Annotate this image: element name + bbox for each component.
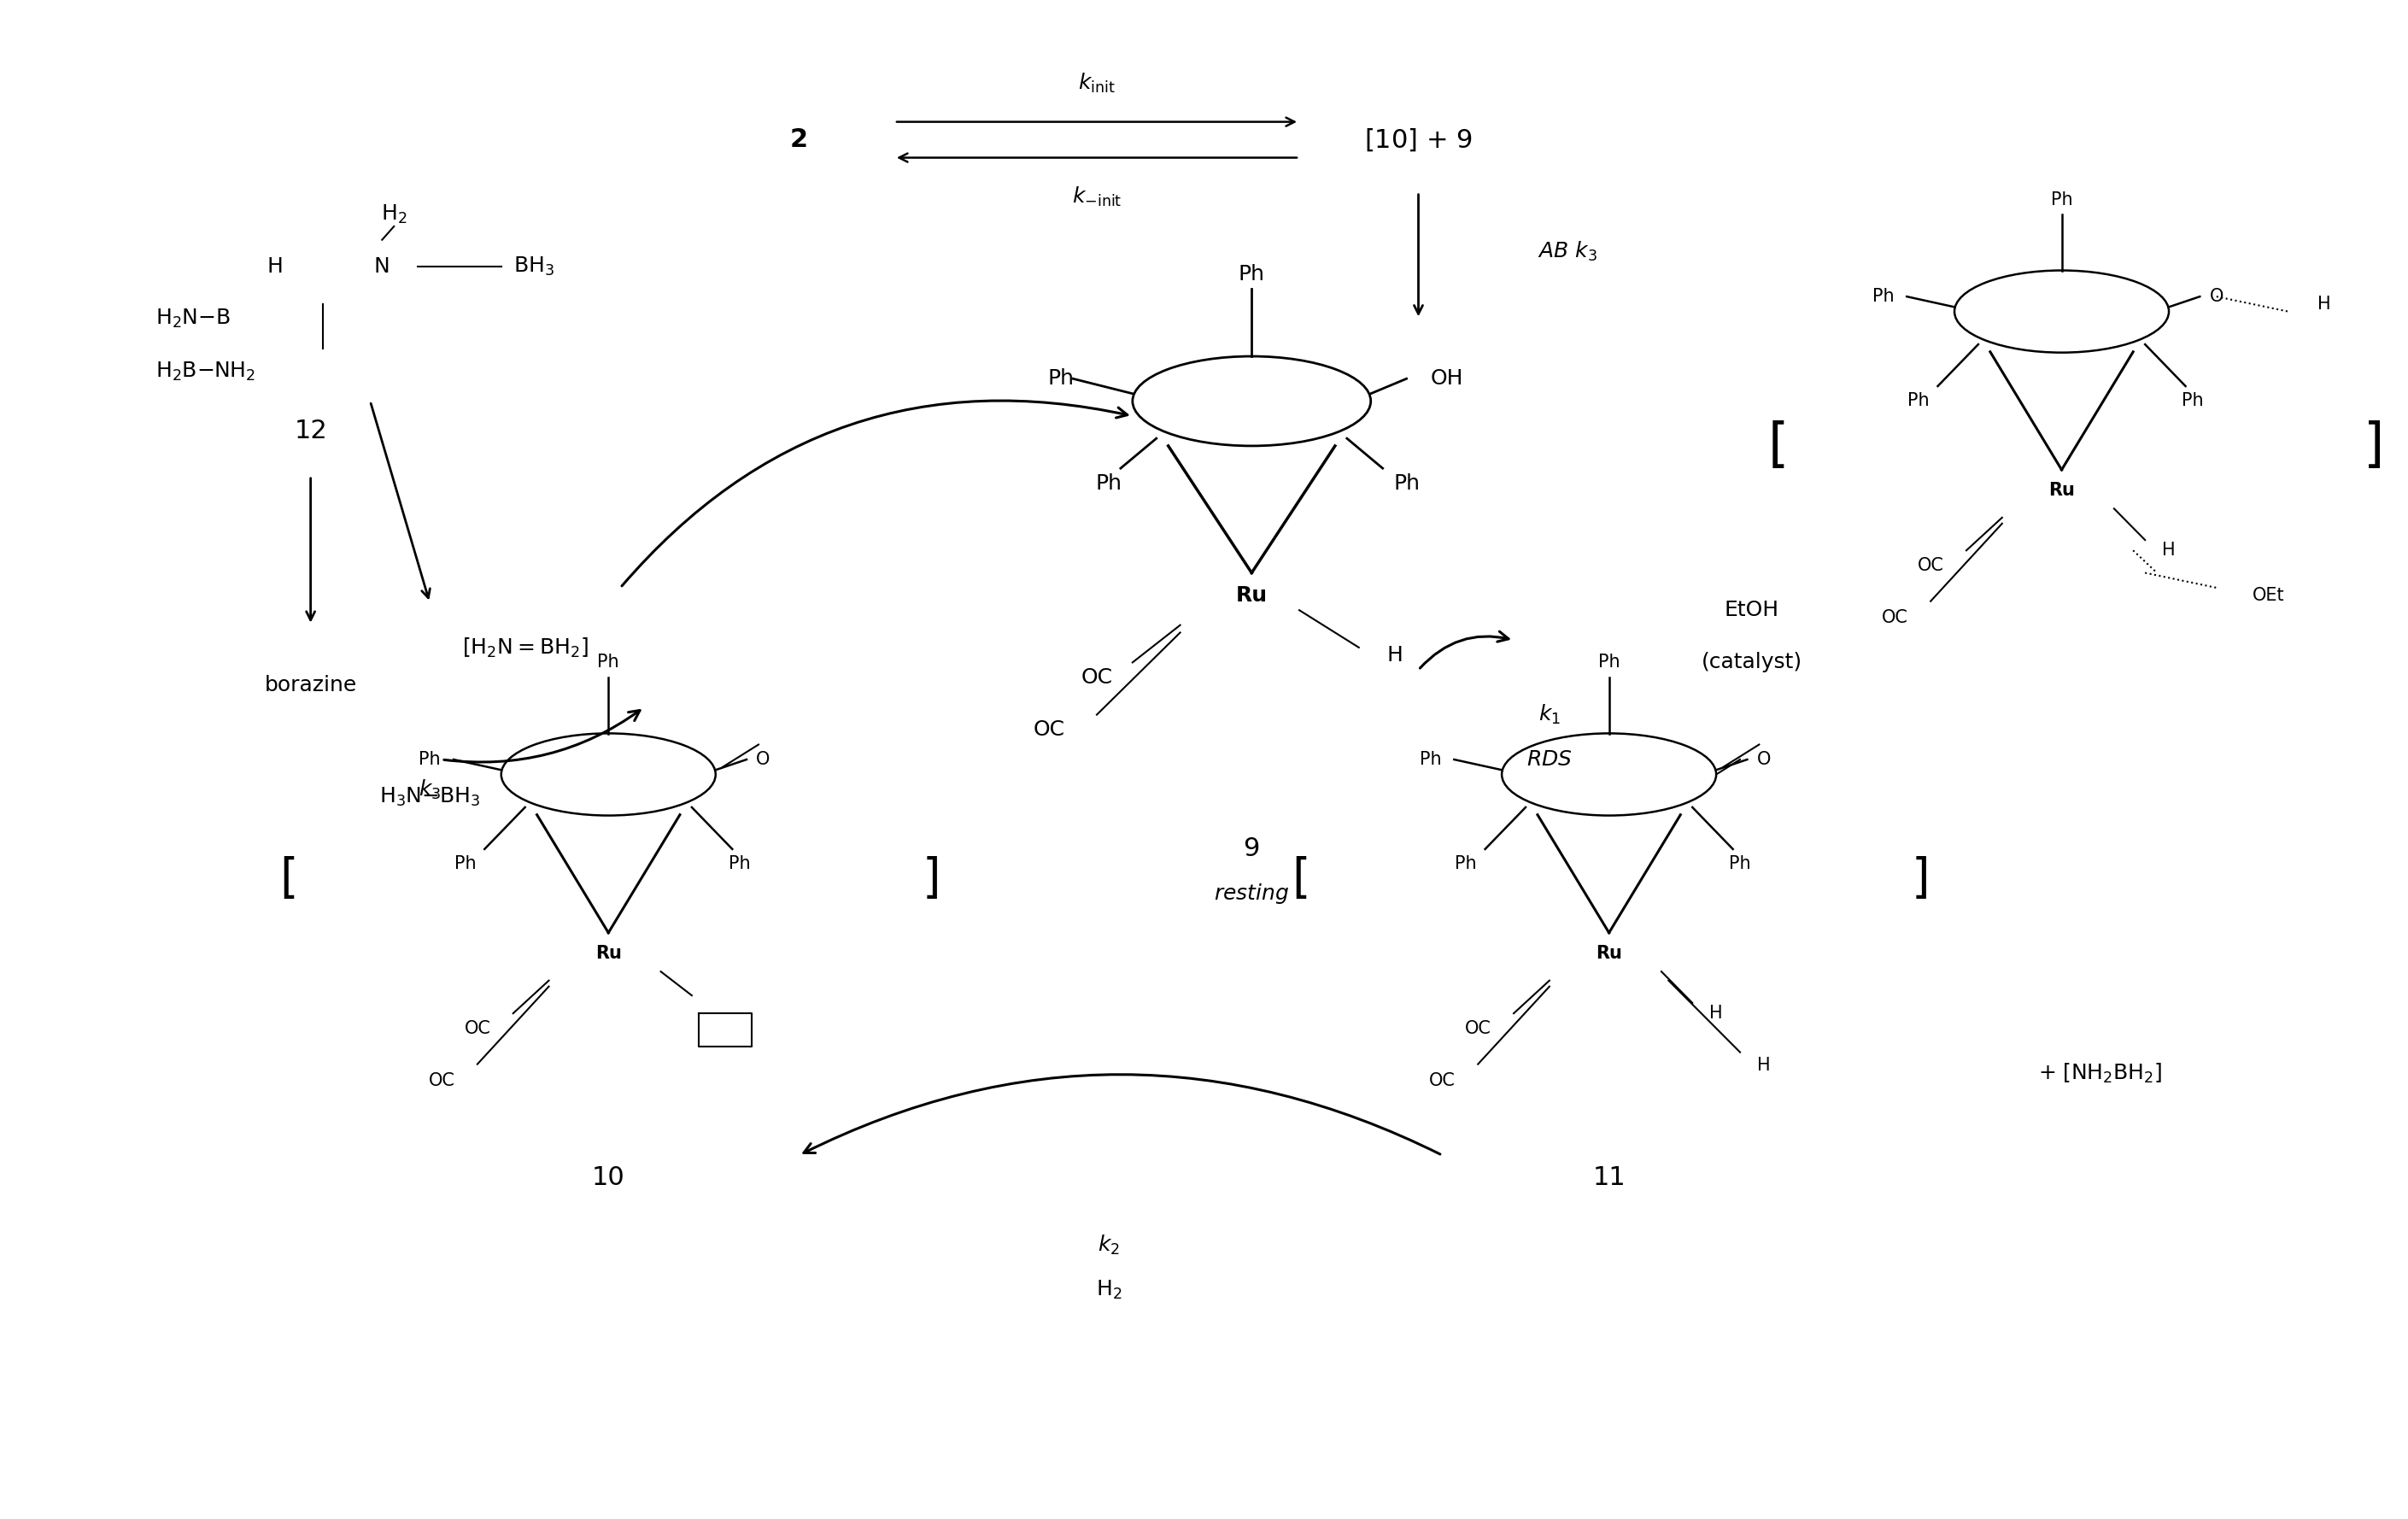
Text: Ph: Ph bbox=[1418, 750, 1442, 769]
Text: Ph: Ph bbox=[1238, 264, 1264, 284]
Text: Ph: Ph bbox=[1096, 472, 1122, 494]
Text: $\it{resting}$: $\it{resting}$ bbox=[1214, 883, 1288, 905]
Text: $]$: $]$ bbox=[922, 855, 939, 902]
Text: H: H bbox=[1758, 1057, 1770, 1074]
Text: H$_2$B$-$NH$_2$: H$_2$B$-$NH$_2$ bbox=[157, 360, 255, 383]
Text: Ph: Ph bbox=[1599, 653, 1621, 671]
Text: H$_2$: H$_2$ bbox=[380, 204, 407, 226]
Text: $[$: $[$ bbox=[1291, 855, 1308, 902]
Text: H: H bbox=[1387, 644, 1401, 665]
Text: OC: OC bbox=[465, 1019, 491, 1037]
Text: OC: OC bbox=[1464, 1019, 1491, 1037]
Text: OC: OC bbox=[1917, 557, 1943, 574]
Text: Ph: Ph bbox=[1729, 855, 1751, 872]
Text: Ph: Ph bbox=[2182, 392, 2203, 410]
Text: $+$ $[$NH$_2$BH$_2]$: $+$ $[$NH$_2$BH$_2]$ bbox=[2037, 1062, 2162, 1085]
Text: OC: OC bbox=[429, 1072, 455, 1089]
Text: $[$H$_2$N$=$BH$_2]$: $[$H$_2$N$=$BH$_2]$ bbox=[462, 636, 588, 659]
Text: H$_2$N$-$B: H$_2$N$-$B bbox=[157, 308, 231, 330]
Text: $]$: $]$ bbox=[1910, 855, 1926, 902]
Text: H: H bbox=[2162, 542, 2174, 559]
Text: 12: 12 bbox=[294, 419, 327, 444]
Text: H: H bbox=[2316, 296, 2331, 313]
Text: Ph: Ph bbox=[730, 855, 751, 872]
Text: H: H bbox=[267, 257, 282, 276]
Text: O: O bbox=[756, 750, 771, 769]
Text: $[$: $[$ bbox=[1767, 421, 1784, 471]
Text: EtOH: EtOH bbox=[1724, 600, 1780, 620]
Text: $[10]$ + 9: $[10]$ + 9 bbox=[1365, 126, 1474, 153]
Text: Ph: Ph bbox=[1907, 392, 1929, 410]
Text: Ph: Ph bbox=[1394, 472, 1421, 494]
Text: 10: 10 bbox=[592, 1165, 626, 1189]
Text: 2: 2 bbox=[790, 128, 809, 152]
Text: OEt: OEt bbox=[2251, 586, 2285, 603]
Text: H: H bbox=[1710, 1006, 1722, 1022]
Text: O: O bbox=[1758, 750, 1770, 769]
Text: $k_2$: $k_2$ bbox=[1098, 1233, 1120, 1256]
Text: AB $k_3$: AB $k_3$ bbox=[1539, 240, 1597, 263]
Text: Ph: Ph bbox=[1871, 289, 1895, 305]
Text: OC: OC bbox=[1881, 609, 1907, 626]
Text: Ph: Ph bbox=[455, 855, 477, 872]
Text: Ru: Ru bbox=[595, 945, 621, 962]
Text: Ph: Ph bbox=[2052, 191, 2073, 208]
Text: H$_3$N$-$BH$_3$: H$_3$N$-$BH$_3$ bbox=[378, 785, 479, 808]
Text: Ru: Ru bbox=[1235, 585, 1267, 606]
Text: OC: OC bbox=[1428, 1072, 1454, 1089]
Text: O: O bbox=[2211, 289, 2223, 305]
Text: $]$: $]$ bbox=[2362, 421, 2382, 471]
Text: Ph: Ph bbox=[1047, 369, 1074, 389]
Text: 11: 11 bbox=[1592, 1165, 1625, 1189]
Text: $k_1$: $k_1$ bbox=[1539, 703, 1560, 726]
Text: OC: OC bbox=[1081, 667, 1112, 688]
Text: Ph: Ph bbox=[419, 750, 441, 769]
Text: borazine: borazine bbox=[265, 674, 356, 696]
Text: Ru: Ru bbox=[1597, 945, 1623, 962]
Text: OH: OH bbox=[1430, 369, 1464, 389]
Text: $k_\mathrm{init}$: $k_\mathrm{init}$ bbox=[1079, 71, 1115, 94]
Text: (catalyst): (catalyst) bbox=[1702, 652, 1804, 673]
Text: OC: OC bbox=[1033, 720, 1064, 740]
Text: $\it{RDS}$: $\it{RDS}$ bbox=[1527, 749, 1572, 770]
Text: BH$_3$: BH$_3$ bbox=[513, 255, 554, 278]
Text: $[$: $[$ bbox=[279, 855, 294, 902]
Text: H$_2$: H$_2$ bbox=[1096, 1279, 1122, 1300]
Text: $k_3$: $k_3$ bbox=[419, 778, 441, 801]
Text: $k_\mathrm{-init}$: $k_\mathrm{-init}$ bbox=[1072, 185, 1122, 208]
Text: 9: 9 bbox=[1243, 837, 1259, 861]
Text: Ph: Ph bbox=[1454, 855, 1476, 872]
Text: N: N bbox=[373, 257, 390, 276]
Text: Ph: Ph bbox=[597, 653, 619, 671]
Text: Ru: Ru bbox=[2049, 482, 2076, 500]
